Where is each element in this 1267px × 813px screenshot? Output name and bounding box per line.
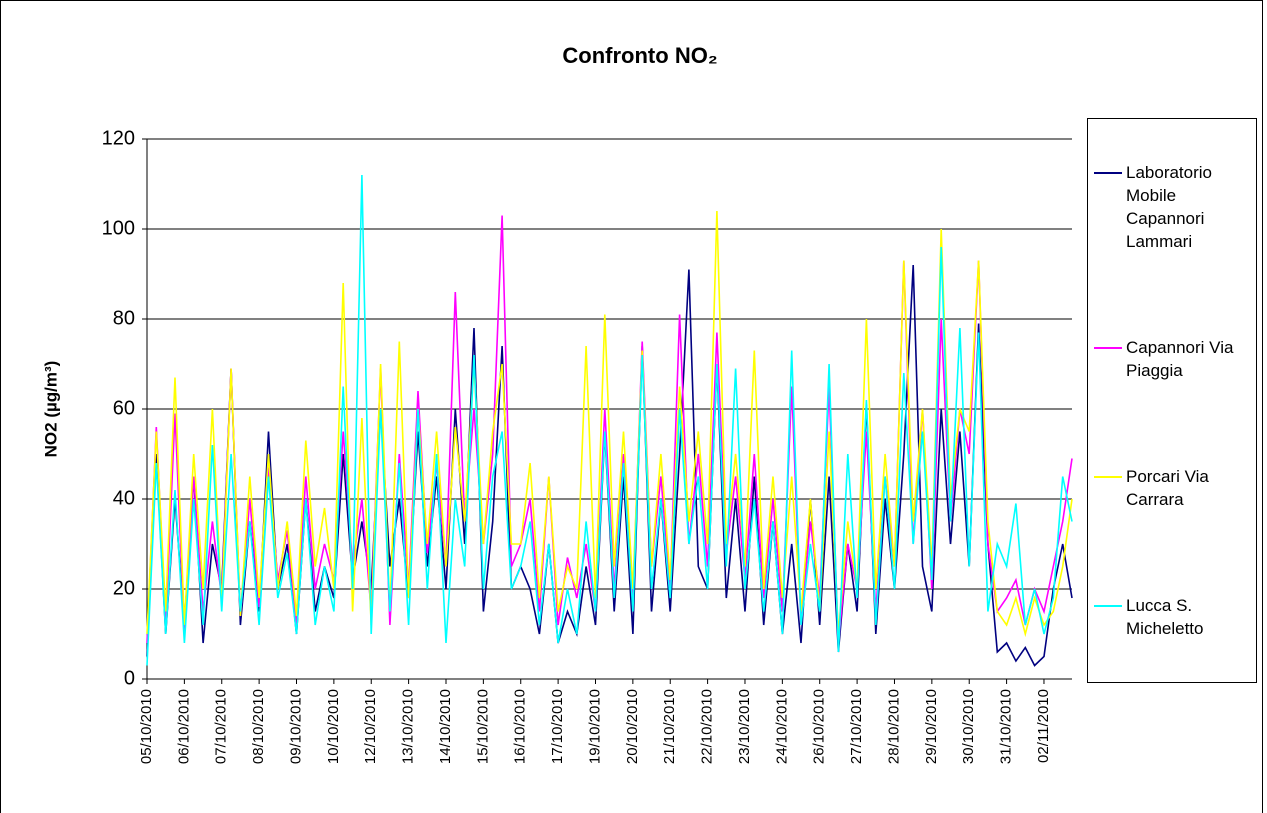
x-tick-label: 12/10/2010 [362,689,379,764]
y-tick-label: 100 [102,217,135,239]
x-tick-label: 29/10/2010 [923,689,940,764]
x-tick-label: 24/10/2010 [773,689,790,764]
x-tick-label: 20/10/2010 [624,689,641,764]
legend-swatch [1094,171,1122,174]
legend-swatch [1094,605,1122,608]
series-line [146,174,1073,666]
legend-swatch [1094,476,1122,479]
legend-entry: Capannori Via Piaggia [1088,336,1256,382]
x-tick-label: 21/10/2010 [661,689,678,764]
x-tick-label: 23/10/2010 [736,689,753,764]
x-tick-label: 02/11/2010 [1035,689,1052,763]
x-tick-label: 05/10/2010 [138,689,155,764]
x-tick-label: 30/10/2010 [960,689,977,764]
legend-label: Capannori Via Piaggia [1126,337,1234,380]
x-tick-label: 06/10/2010 [175,689,192,764]
x-tick-label: 27/10/2010 [848,689,865,764]
x-tick-label: 31/10/2010 [998,689,1015,764]
legend-label: Porcari Via Carrara [1126,467,1209,510]
y-tick-label: 120 [102,127,135,149]
series-line [146,264,1073,667]
legend-label: Lucca S. Micheletto [1126,596,1204,639]
chart-title: Confronto NO₂ [562,43,717,68]
x-tick-label: 16/10/2010 [512,689,529,764]
y-tick-label: 20 [113,577,135,599]
x-tick-label: 15/10/2010 [474,689,491,764]
legend-entry: Lucca S. Micheletto [1088,594,1256,640]
x-tick-label: 17/10/2010 [549,689,566,764]
x-tick-label: 22/10/2010 [699,689,716,764]
x-tick-label: 08/10/2010 [250,689,267,764]
y-tick-label: 80 [113,307,135,329]
y-tick-label: 60 [113,397,135,419]
legend-entry: Porcari Via Carrara [1088,465,1256,511]
legend: Laboratorio Mobile Capannori Lammari Capa… [1087,118,1257,683]
x-tick-label: 14/10/2010 [437,689,454,764]
x-tick-label: 28/10/2010 [885,689,902,764]
y-axis-label: NO2 (µg/m³) [41,361,60,458]
x-tick-label: 10/10/2010 [325,689,342,764]
x-tick-label: 26/10/2010 [811,689,828,764]
legend-swatch [1094,346,1122,349]
y-tick-label: 40 [113,487,135,509]
series-line [146,210,1073,638]
series-line [146,215,1073,644]
x-tick-label: 07/10/2010 [213,689,230,764]
legend-entry: Laboratorio Mobile Capannori Lammari [1088,161,1256,253]
x-tick-label: 13/10/2010 [400,689,417,764]
x-tick-label: 19/10/2010 [586,689,603,764]
y-tick-label: 0 [124,667,135,689]
legend-label: Laboratorio Mobile Capannori Lammari [1126,162,1213,251]
x-tick-label: 09/10/2010 [287,689,304,764]
